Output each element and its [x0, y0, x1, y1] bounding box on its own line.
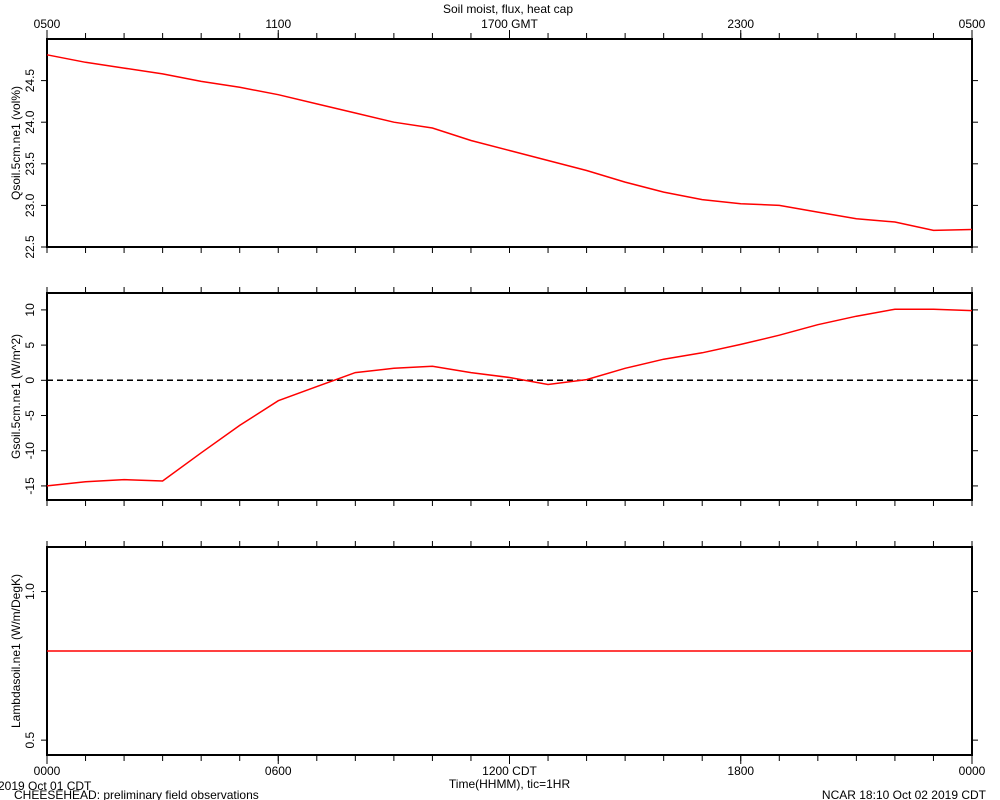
x-tick-label: 0600	[265, 764, 292, 778]
x-tick-label: 2300	[727, 17, 754, 31]
plot-frame	[46, 38, 973, 248]
y-tick-label: 1.0	[23, 583, 37, 600]
x-tick-label: 1700 GMT	[481, 17, 538, 31]
x-tick-label: 1200 CDT	[482, 764, 537, 778]
footer-project: CHEESEHEAD: preliminary field observatio…	[14, 788, 259, 800]
data-line	[46, 308, 973, 487]
y-tick-label: 23.0	[23, 193, 37, 217]
y-tick-label: -5	[23, 410, 37, 421]
y-axis-label: Lambdasoil.ne1 (W/m/DegK)	[9, 574, 23, 728]
x-tick-label: 1100	[265, 17, 291, 31]
y-tick-label: 5	[23, 341, 37, 348]
y-axis-label: Qsoil.5cm.ne1 (vol%)	[9, 86, 23, 200]
x-axis-label: Time(HHMM), tic=1HR	[449, 777, 571, 791]
y-tick-label: 0	[23, 377, 37, 384]
data-line	[46, 54, 973, 232]
x-tick-label: 0000	[959, 764, 986, 778]
y-tick-label: 24.0	[23, 110, 37, 134]
x-tick-label: 0000	[34, 764, 61, 778]
x-tick-label: 0500	[34, 17, 61, 31]
y-axis-label: Gsoil.5cm.ne1 (W/m^2)	[9, 334, 23, 459]
y-tick-label: 24.5	[23, 69, 37, 93]
footer-date: 2019 Oct 01 CDT	[0, 779, 92, 793]
y-tick-label: 22.5	[23, 235, 37, 259]
y-tick-label: 23.5	[23, 152, 37, 176]
footer-stamp: NCAR 18:10 Oct 02 2019 CDT	[822, 788, 987, 800]
y-tick-label: 10	[23, 303, 37, 317]
y-tick-label: -10	[23, 442, 37, 460]
y-tick-label: 0.5	[23, 731, 37, 748]
x-tick-label: 1800	[727, 764, 754, 778]
plot-frame	[46, 292, 973, 501]
y-tick-label: -15	[23, 477, 37, 495]
chart-title: Soil moist, flux, heat cap	[443, 2, 573, 16]
x-tick-label: 0500	[959, 17, 986, 31]
